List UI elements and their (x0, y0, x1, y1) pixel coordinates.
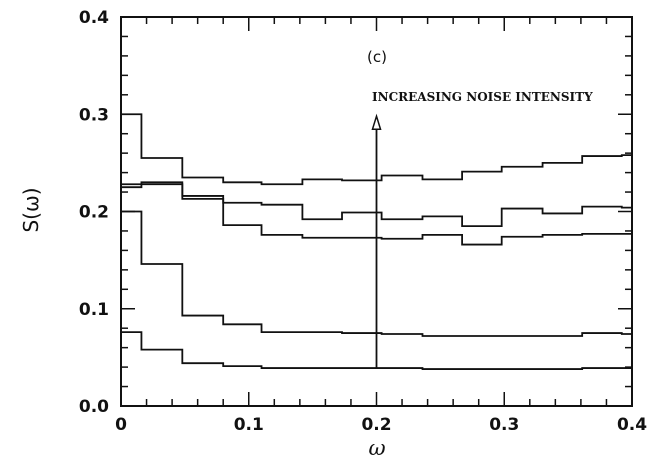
series-5-line (121, 331, 632, 370)
y-tick-label: 0.0 (79, 397, 109, 417)
y-tick-label: 0.2 (79, 203, 109, 223)
increasing-arrow (371, 113, 382, 370)
x-tick-label: 0 (115, 415, 127, 435)
tick-labels: 0 0.1 0.2 0.3 0.4 0.0 0.1 0.2 0.3 0.4 (79, 8, 647, 435)
plot-frame (120, 16, 633, 407)
series-3-line (121, 181, 632, 246)
x-tick-label: 0.4 (617, 415, 647, 435)
x-tick-label: 0.1 (234, 415, 264, 435)
series-1-line (121, 113, 632, 186)
series-layer (121, 113, 632, 370)
y-tick-label: 0.3 (79, 105, 109, 125)
panel-label: (c) (367, 48, 387, 66)
y-tick-label: 0.1 (79, 300, 109, 320)
arrow-head (371, 113, 382, 130)
y-tick-label: 0.4 (79, 8, 109, 28)
series-4-line (121, 210, 632, 337)
x-axis-title: ω (368, 436, 385, 460)
x-tick-label: 0.3 (489, 415, 519, 435)
x-tick-label: 0.2 (361, 415, 391, 435)
arrow-annotation-label: INCREASING NOISE INTENSITY (372, 90, 593, 104)
y-axis-title: S(ω) (19, 187, 43, 232)
